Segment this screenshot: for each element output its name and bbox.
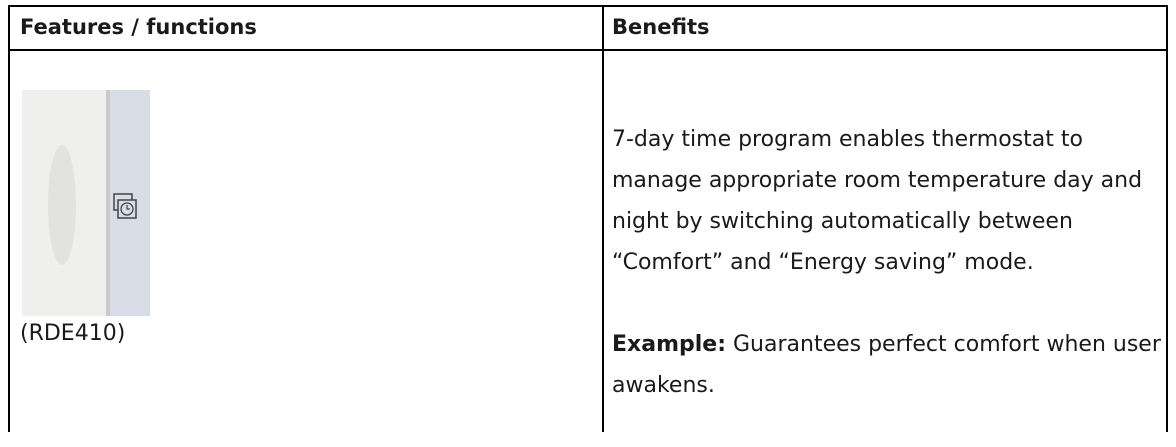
caption: (RDE410) [20,321,126,346]
example: Example: Guarantees perfect comfort when… [612,324,1172,406]
column-divider [602,7,604,432]
page: {"header": {"columns": ["Features / func… [8,5,1168,432]
product-image [22,90,150,316]
benefit-cell: 7-day time program enables thermostat to… [612,119,1172,447]
example-text: Guarantees perfect comfort when user awa… [612,332,1161,398]
example-label: Example: [612,332,726,357]
benefit-text: 7-day time program enables thermostat to… [612,127,1143,275]
header-row: Features / functions Benefits [10,7,1166,51]
header-cell: Benefits [612,15,710,39]
table: Features / functions Benefits (RDE410) 7… [8,5,1168,432]
header-cell: Features / functions [20,15,257,39]
